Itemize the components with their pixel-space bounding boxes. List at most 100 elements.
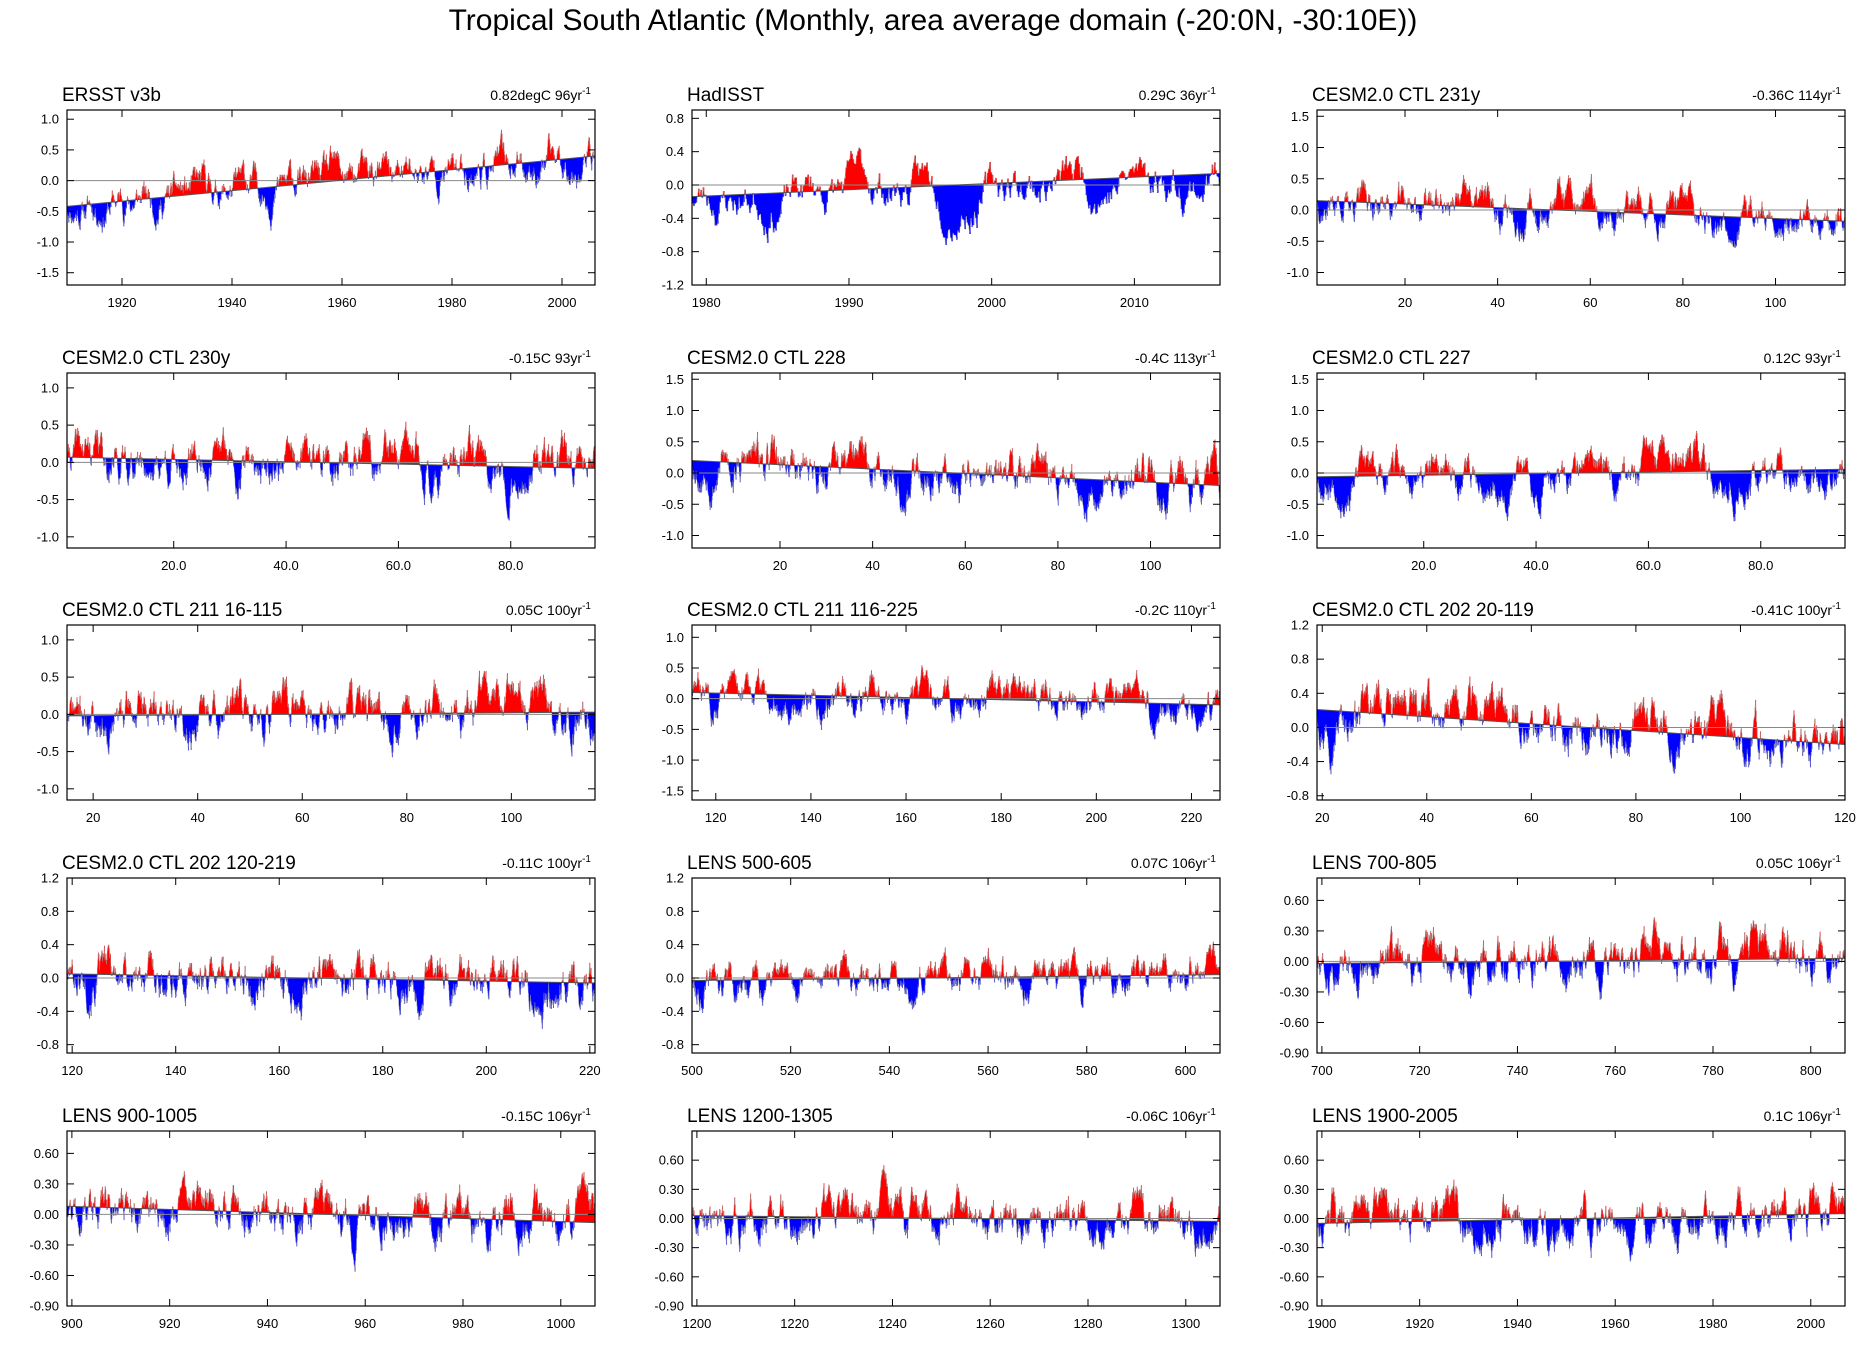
bar bbox=[470, 445, 471, 466]
bar bbox=[422, 172, 424, 178]
bar bbox=[149, 458, 151, 472]
series-trace bbox=[67, 129, 595, 233]
bar bbox=[565, 158, 567, 162]
bar bbox=[109, 458, 111, 469]
bar bbox=[358, 170, 360, 179]
bar bbox=[191, 181, 193, 195]
bar bbox=[160, 197, 162, 205]
bar bbox=[243, 159, 244, 190]
bar bbox=[416, 173, 418, 177]
bar bbox=[312, 160, 314, 183]
bar bbox=[435, 464, 437, 478]
bar bbox=[167, 192, 169, 197]
bar bbox=[850, 150, 852, 190]
bar bbox=[845, 167, 847, 190]
bar bbox=[368, 442, 370, 464]
bar bbox=[316, 450, 318, 463]
bar bbox=[749, 194, 751, 213]
y-tick-label: 1.0 bbox=[41, 380, 59, 395]
bar bbox=[238, 460, 240, 480]
bar bbox=[84, 444, 86, 458]
bar bbox=[404, 430, 405, 465]
bar bbox=[277, 461, 279, 475]
bar bbox=[390, 450, 392, 465]
bar bbox=[529, 466, 530, 476]
bar bbox=[424, 464, 426, 505]
bar bbox=[483, 448, 485, 466]
bar bbox=[199, 173, 201, 194]
bar bbox=[360, 157, 362, 179]
bar bbox=[471, 447, 473, 466]
bar bbox=[513, 163, 515, 176]
bar bbox=[1105, 178, 1108, 204]
bar bbox=[305, 433, 307, 463]
bar bbox=[969, 184, 971, 234]
bar bbox=[112, 194, 114, 203]
bar bbox=[1034, 181, 1037, 196]
bar bbox=[123, 200, 125, 224]
bar bbox=[329, 150, 331, 182]
bar bbox=[807, 174, 809, 192]
bar bbox=[75, 441, 77, 458]
bar bbox=[726, 195, 729, 212]
bar bbox=[221, 450, 222, 461]
bar bbox=[736, 194, 738, 215]
bar bbox=[537, 161, 539, 179]
bar bbox=[579, 157, 581, 183]
bar bbox=[485, 456, 487, 467]
bar bbox=[843, 184, 845, 190]
bar bbox=[1044, 181, 1046, 192]
bar bbox=[574, 157, 576, 175]
bar bbox=[358, 446, 360, 464]
bar bbox=[582, 157, 584, 173]
bar bbox=[222, 434, 224, 461]
bar bbox=[401, 449, 403, 465]
bar bbox=[325, 160, 326, 182]
bar bbox=[476, 446, 478, 466]
bar bbox=[1151, 176, 1153, 188]
bar bbox=[816, 186, 819, 192]
bar bbox=[448, 162, 450, 171]
bar bbox=[165, 195, 167, 197]
bar bbox=[84, 204, 86, 217]
bar bbox=[360, 454, 362, 464]
bar bbox=[550, 463, 551, 468]
bar bbox=[1071, 173, 1073, 180]
bar bbox=[522, 466, 524, 489]
bar bbox=[1103, 178, 1106, 199]
bar bbox=[818, 189, 820, 192]
bar bbox=[511, 163, 513, 168]
bar bbox=[486, 166, 488, 186]
bar bbox=[1118, 174, 1121, 178]
bar bbox=[434, 464, 436, 471]
panel-4: 20.0 40.0 60.0 80.0-1.0-0.50.00.51.0CESM2.0… bbox=[37, 348, 596, 573]
bar bbox=[293, 459, 295, 462]
bar bbox=[437, 171, 439, 199]
bar bbox=[489, 466, 491, 485]
bar bbox=[217, 448, 219, 461]
bar bbox=[326, 162, 328, 182]
bar bbox=[556, 158, 558, 160]
bar bbox=[281, 461, 283, 468]
bar bbox=[438, 465, 440, 490]
bar bbox=[383, 437, 385, 464]
bar bbox=[124, 454, 125, 459]
bar bbox=[432, 464, 434, 497]
bar bbox=[489, 166, 490, 168]
bar bbox=[102, 202, 104, 218]
bar bbox=[240, 173, 242, 190]
bar bbox=[128, 458, 130, 477]
bar bbox=[498, 152, 500, 166]
bar bbox=[375, 463, 377, 474]
bar bbox=[494, 466, 496, 470]
bar bbox=[102, 203, 104, 228]
bar bbox=[258, 188, 259, 199]
bar bbox=[382, 456, 383, 464]
bar bbox=[146, 458, 147, 473]
bar bbox=[699, 195, 701, 197]
bar bbox=[583, 461, 585, 469]
bar bbox=[467, 450, 469, 466]
bar bbox=[67, 451, 69, 458]
bar bbox=[359, 166, 361, 179]
bar bbox=[250, 177, 252, 189]
